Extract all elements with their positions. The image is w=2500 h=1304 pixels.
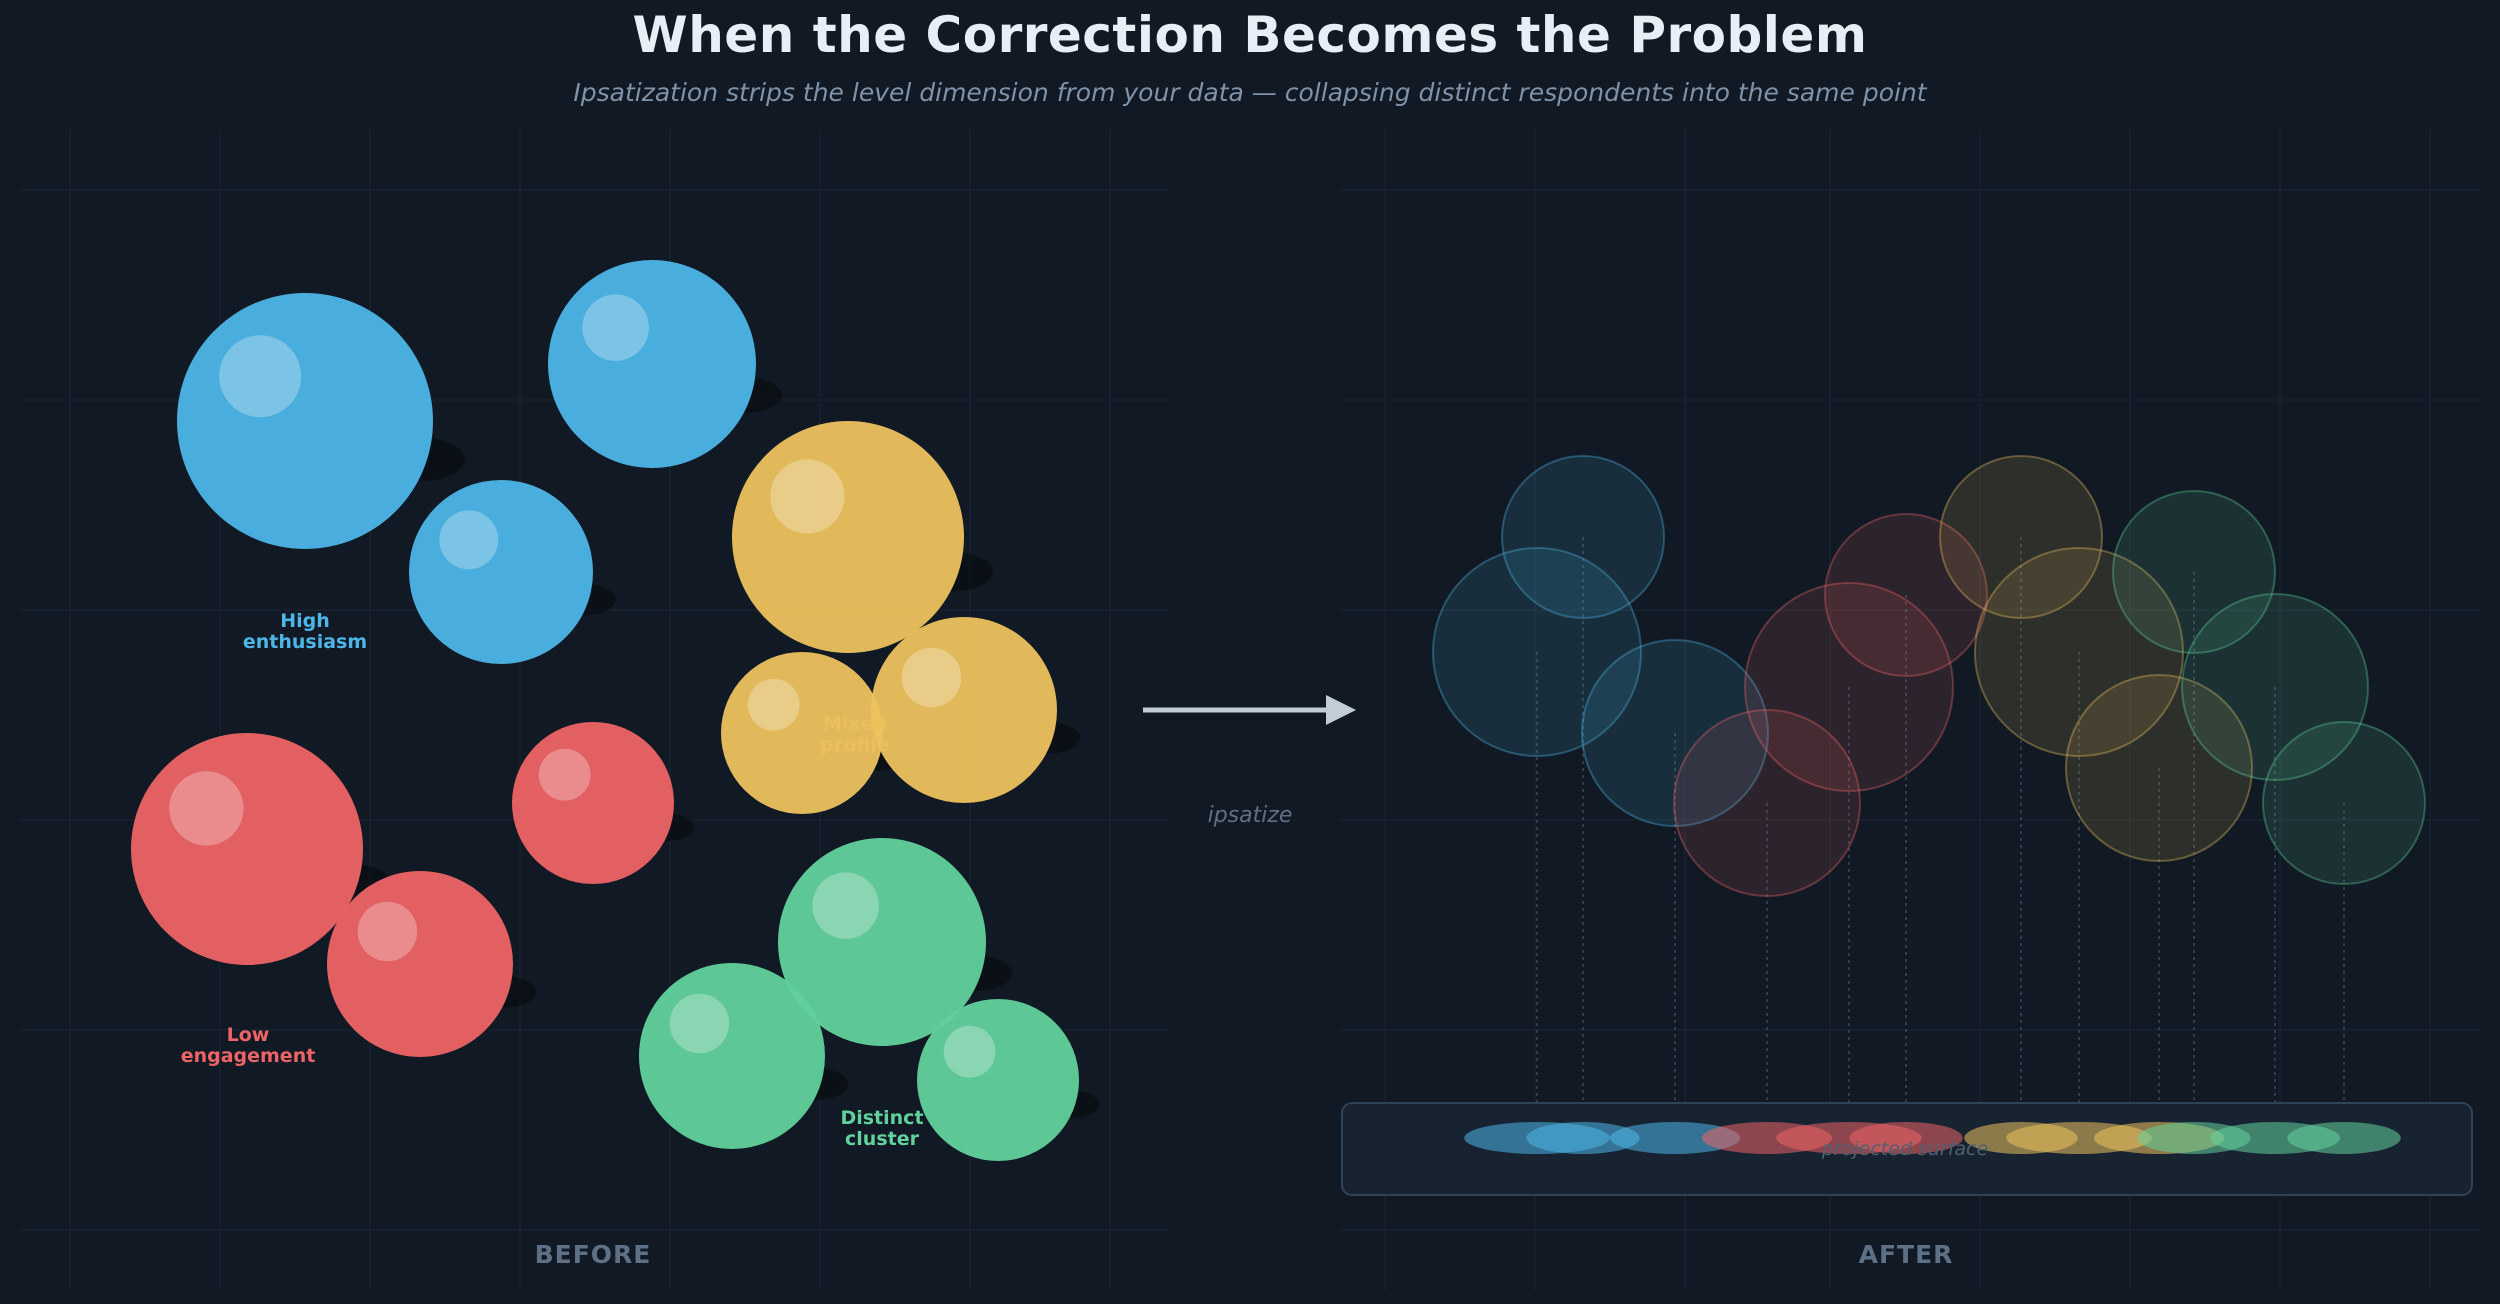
ghost-bubble-high [1501, 455, 1665, 619]
respondent-bubble-distinct [639, 963, 825, 1149]
before-bubbles [131, 260, 1079, 1161]
cluster-label-high: High enthusiasm [242, 610, 368, 653]
bubble-highlight [169, 771, 244, 846]
ghost-bubble-mixed [1939, 455, 2103, 619]
page-title: When the Correction Becomes the Problem [632, 6, 1868, 64]
bubble-highlight [747, 678, 800, 731]
projected-surface-label: projected surface [1821, 1138, 1989, 1160]
cluster-label-distinct: Distinct cluster [840, 1107, 924, 1150]
respondent-bubble-mixed [871, 617, 1057, 803]
projected-point-high [1609, 1122, 1741, 1154]
respondent-bubble-distinct [778, 838, 986, 1046]
projected-point-low [1701, 1122, 1833, 1154]
respondent-bubble-mixed [721, 652, 883, 814]
bubble-highlight [219, 335, 302, 418]
respondent-bubble-high [177, 293, 433, 549]
bubble-highlight [770, 459, 845, 534]
before-panel-label: BEFORE [534, 1240, 652, 1269]
bubble-highlight [357, 901, 418, 962]
projected-point-low [1849, 1122, 1963, 1154]
bubble-highlight [901, 647, 962, 708]
cluster-label-mixed: Mixed profile [820, 713, 890, 756]
ghost-bubble-distinct [2262, 721, 2426, 885]
ghost-bubble-low [1744, 582, 1954, 792]
ghost-bubble-mixed [1974, 547, 2184, 757]
ghost-bubble-high [1581, 639, 1769, 827]
respondent-bubble-distinct [917, 999, 1079, 1161]
respondent-bubble-low [131, 733, 363, 965]
respondent-bubble-high [409, 480, 593, 664]
cluster-label-low: Low engagement [180, 1024, 316, 1067]
respondent-bubble-low [512, 722, 674, 884]
ghost-bubble-low [1673, 709, 1861, 897]
ghost-bubble-high [1432, 547, 1642, 757]
ghost-bubble-mixed [2065, 674, 2253, 862]
bubble-highlight [943, 1025, 996, 1078]
bubble-highlight [439, 510, 499, 570]
projected-surface-ellipses [1464, 1122, 2401, 1154]
respondent-bubble-low [327, 871, 513, 1057]
bubble-highlight [812, 872, 879, 939]
projected-point-mixed [1964, 1122, 2078, 1154]
projected-point-high [1526, 1122, 1640, 1154]
bubble-highlight [538, 748, 591, 801]
respondent-bubble-high [548, 260, 756, 468]
after-panel-label: AFTER [1858, 1240, 1954, 1269]
after-panel-grid [1340, 130, 2480, 1290]
ghost-bubble-distinct [2112, 490, 2276, 654]
ghost-bubble-distinct [2181, 593, 2369, 781]
projected-point-distinct [2287, 1122, 2401, 1154]
arrow-caption: ipsatize [1207, 803, 1293, 828]
after-projection-guides [1536, 537, 2345, 1105]
after-ghost-bubbles [1432, 455, 2426, 897]
ghost-bubble-low [1824, 513, 1988, 677]
bubble-highlight [669, 993, 730, 1054]
page-subtitle: Ipsatization strips the level dimension … [573, 78, 1927, 107]
respondent-bubble-mixed [732, 421, 964, 653]
bubble-highlight [582, 294, 649, 361]
